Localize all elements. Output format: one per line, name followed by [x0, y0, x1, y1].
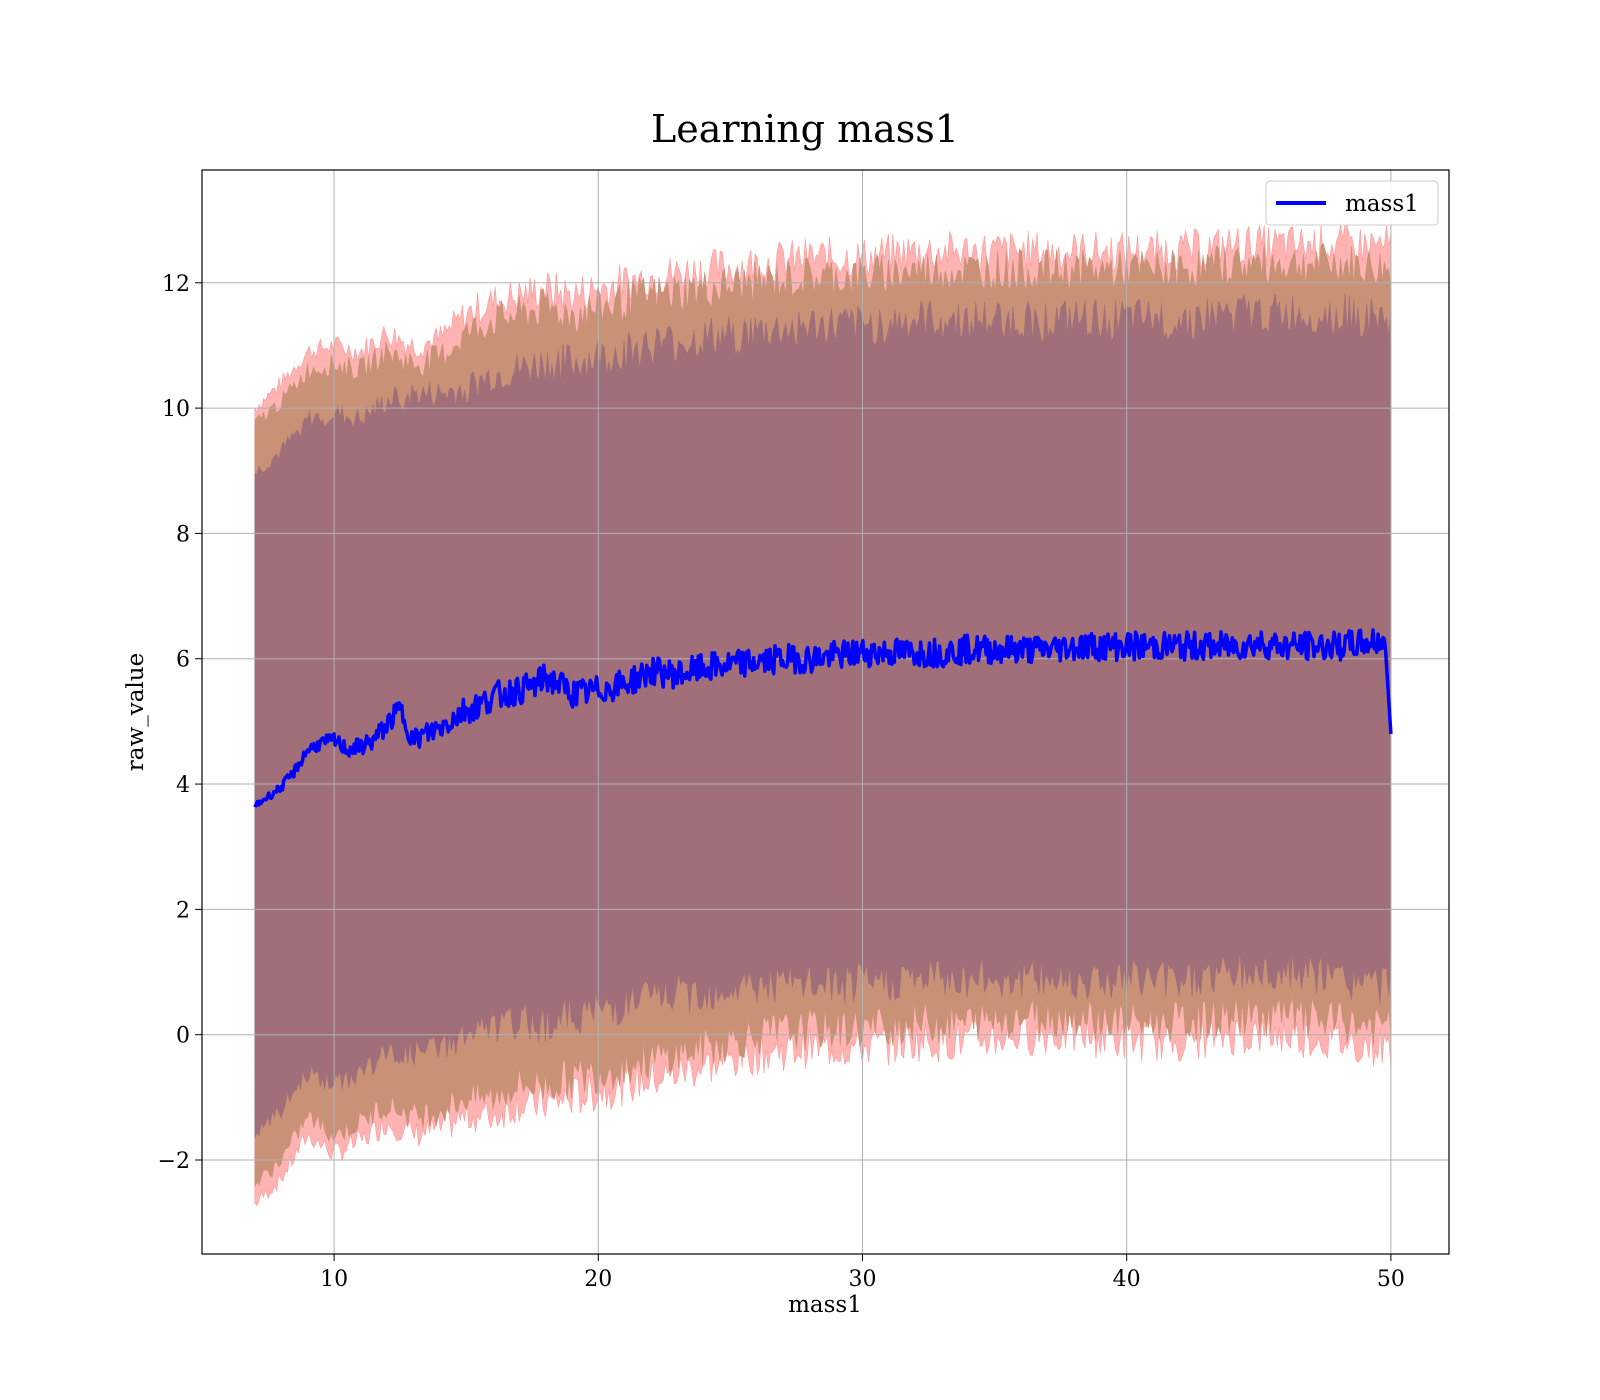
y-tick-label-6: 10: [162, 397, 190, 422]
x-tick-label-0: 10: [320, 1267, 348, 1292]
y-axis-label: raw_value: [123, 653, 149, 771]
y-tick-label-1: 0: [176, 1024, 190, 1049]
x-tick-label-4: 50: [1377, 1267, 1405, 1292]
chart-title: Learning mass1: [651, 107, 959, 151]
y-tick-label-4: 6: [176, 648, 190, 673]
legend-label-mass1: mass1: [1345, 191, 1419, 217]
x-axis-ticks: 10 20 30 40 50: [320, 1254, 1405, 1292]
y-axis-ticks: −2 0 2 4 6 8 10 12: [158, 272, 202, 1174]
x-axis-label: mass1: [788, 1292, 862, 1318]
x-tick-label-1: 20: [584, 1267, 612, 1292]
x-tick-label-2: 30: [848, 1267, 876, 1292]
series-lines: [253, 628, 1393, 808]
grid-lines: [202, 170, 1449, 1254]
x-tick-label-3: 40: [1113, 1267, 1141, 1292]
y-tick-label-7: 12: [162, 272, 190, 297]
legend-box: [1265, 180, 1439, 226]
plot-frame: [201, 169, 1450, 1255]
series-line-mass1: [253, 628, 1393, 808]
y-tick-label-3: 4: [176, 773, 190, 798]
legend: mass1: [1265, 180, 1439, 226]
uncertainty-bands: [254, 223, 1392, 1207]
y-tick-label-0: −2: [158, 1149, 190, 1174]
y-tick-label-5: 8: [176, 522, 190, 547]
y-tick-label-2: 2: [176, 898, 190, 923]
plot-area: [201, 169, 1450, 1255]
